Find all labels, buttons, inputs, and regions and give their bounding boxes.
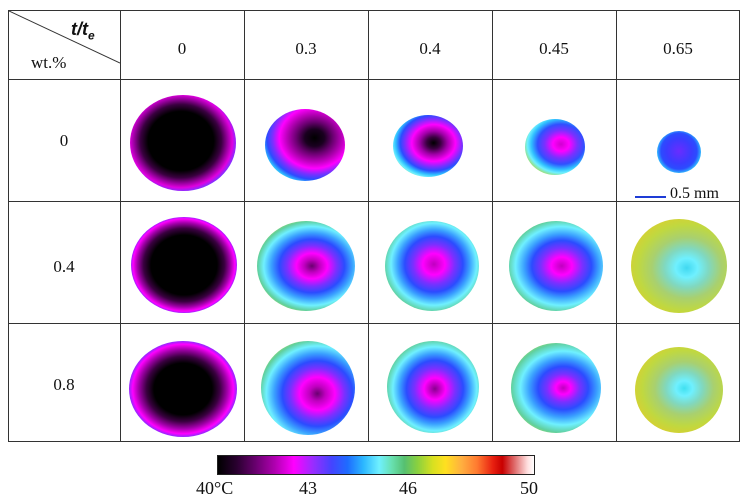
- colorbar-tick-label: 46: [399, 478, 417, 498]
- droplet-thermal-image: [387, 341, 479, 433]
- droplet-thermal-image: [257, 221, 355, 311]
- droplet-thermal-image: [131, 217, 237, 313]
- droplet-thermal-image: [130, 95, 236, 191]
- column-divider: [616, 11, 617, 441]
- column-header-0.4: 0.4: [419, 39, 441, 58]
- droplet-thermal-image: [631, 219, 727, 313]
- row-header-0.4: 0.4: [53, 257, 75, 276]
- column-header-0.65: 0.65: [663, 39, 693, 58]
- colorbar-min-label: 40°C: [196, 478, 234, 498]
- corner-diagonal: [9, 11, 120, 64]
- colorbar-tick-label: 43: [299, 478, 317, 498]
- row-header-0.8: 0.8: [53, 375, 75, 394]
- droplet-thermal-image: [265, 109, 345, 181]
- droplet-thermal-image: [393, 115, 463, 177]
- droplet-thermal-image: [261, 341, 355, 435]
- droplet-thermal-image: [509, 221, 603, 311]
- temperature-colorbar: [217, 455, 535, 475]
- row-header-0: 0: [59, 131, 69, 150]
- row-divider: [9, 323, 739, 324]
- time-ratio-header: t/te: [71, 19, 95, 43]
- droplet-thermal-image: [635, 347, 723, 433]
- column-divider: [368, 11, 369, 441]
- droplet-thermal-image: [129, 341, 237, 437]
- column-divider: [492, 11, 493, 441]
- colorbar-max-label: 50: [520, 478, 538, 498]
- column-header-0: 0: [177, 39, 187, 58]
- column-header-0.45: 0.45: [539, 39, 569, 58]
- column-header-0.3: 0.3: [295, 39, 317, 58]
- scale-bar-line: [635, 196, 666, 198]
- row-divider: [9, 79, 739, 80]
- droplet-thermal-image: [657, 131, 701, 173]
- droplet-thermal-image: [511, 343, 601, 433]
- column-divider: [244, 11, 245, 441]
- droplet-thermal-image: [385, 221, 479, 311]
- weight-percent-header: wt.%: [31, 53, 67, 72]
- column-divider: [120, 11, 121, 441]
- thermal-image-table: t/te wt.% 0 0.3 0.4 0.45 0.65 0 0.4 0.8 …: [8, 10, 740, 442]
- droplet-thermal-image: [525, 119, 585, 175]
- row-divider: [9, 201, 739, 202]
- scale-bar-label: 0.5 mm: [670, 185, 719, 202]
